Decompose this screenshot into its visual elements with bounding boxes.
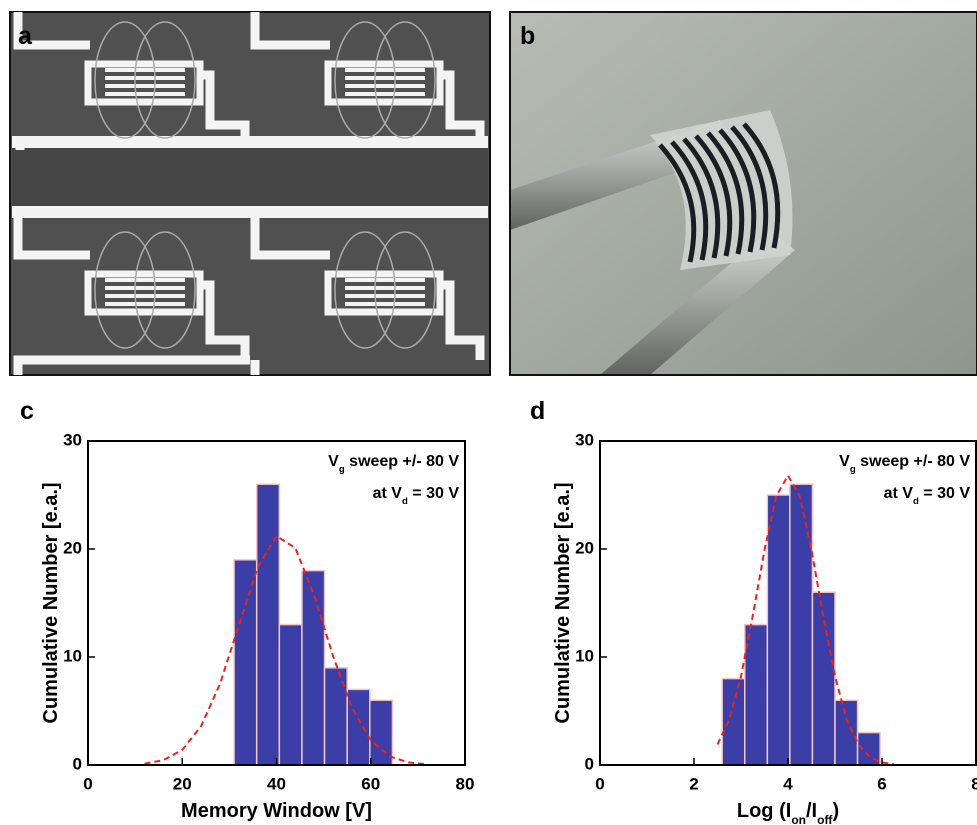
text-segment: V	[328, 453, 339, 470]
subscript: on	[791, 813, 806, 825]
bar	[834, 699, 859, 766]
bar	[744, 623, 769, 766]
text-segment: = 30 V	[408, 485, 459, 502]
bar	[721, 677, 746, 766]
y-tick-label: 10	[63, 646, 82, 665]
text-segment: /I	[806, 800, 817, 822]
y-tick-label: 0	[73, 754, 82, 773]
bar	[369, 699, 394, 766]
bar	[323, 667, 348, 766]
text-segment: at V	[884, 485, 914, 502]
annotation: at Vd = 30 V	[884, 485, 971, 507]
text-segment: at V	[373, 485, 403, 502]
y-tick-label: 10	[575, 646, 594, 665]
y-tick-label: 0	[585, 754, 594, 773]
x-tick-label: 8	[971, 774, 977, 793]
x-tick-label: 20	[173, 774, 192, 793]
y-tick-label: 20	[575, 538, 594, 557]
y-tick-label: 20	[63, 538, 82, 557]
bar	[278, 623, 303, 766]
annotation: at Vd = 30 V	[373, 485, 460, 507]
x-tick-label: 0	[83, 774, 92, 793]
bar	[255, 483, 281, 766]
subscript: off	[817, 813, 833, 825]
bar	[301, 569, 326, 766]
fit-curve	[144, 534, 428, 766]
x-tick-label: 4	[783, 774, 793, 793]
bar	[233, 559, 258, 766]
panel-label: a	[18, 22, 33, 50]
y-axis-title: Cumulative Number [e.a.]	[552, 482, 574, 723]
photo-frame	[509, 11, 977, 376]
subscript: d	[913, 496, 919, 507]
panel-label: b	[520, 22, 535, 50]
x-tick-label: 0	[595, 774, 604, 793]
x-axis-title: Log (Ion/Ioff)	[737, 800, 839, 825]
bar	[811, 591, 836, 766]
y-tick-label: 30	[63, 430, 82, 449]
x-tick-label: 40	[267, 774, 286, 793]
fit-curve	[716, 473, 894, 766]
text-segment: Log (I	[737, 800, 791, 822]
text-segment: sweep +/- 80 V	[345, 453, 460, 470]
x-tick-label: 60	[361, 774, 380, 793]
x-tick-label: 2	[689, 774, 698, 793]
subscript: g	[850, 464, 856, 475]
y-tick-label: 30	[575, 430, 594, 449]
panel-label: c	[20, 397, 34, 425]
photo	[510, 12, 977, 375]
x-axis-title: Memory Window [V]	[181, 800, 372, 822]
text-segment: V	[839, 453, 850, 470]
x-tick-label: 6	[877, 774, 886, 793]
annotation: Vg sweep +/- 80 V	[328, 453, 459, 475]
panel-label: d	[530, 397, 545, 425]
bar	[766, 494, 791, 766]
subscript: d	[402, 496, 408, 507]
x-tick-label: 80	[456, 774, 475, 793]
text-segment: sweep +/- 80 V	[856, 453, 971, 470]
bar	[789, 483, 814, 766]
text-segment: = 30 V	[919, 485, 970, 502]
subscript: g	[339, 464, 345, 475]
text-segment: Memory Window [V]	[181, 800, 372, 822]
bar	[346, 688, 371, 766]
text-segment: )	[832, 800, 839, 822]
micrograph	[9, 11, 491, 376]
annotation: Vg sweep +/- 80 V	[839, 453, 970, 475]
y-axis-title: Cumulative Number [e.a.]	[40, 482, 62, 723]
